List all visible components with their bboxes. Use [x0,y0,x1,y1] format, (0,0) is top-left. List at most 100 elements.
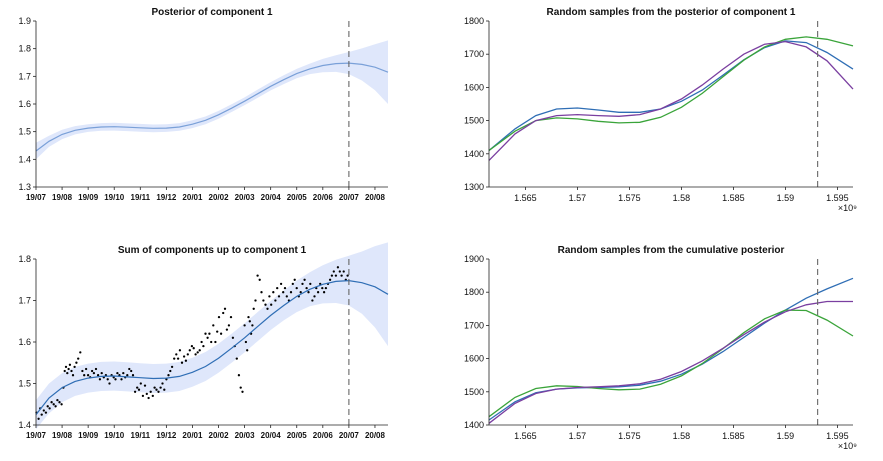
data-point [84,367,88,371]
data-point [133,390,137,393]
data-point [90,369,94,373]
data-point [283,286,287,290]
sample-line-1 [488,40,854,151]
x-tick-label: 19/11 [131,431,151,440]
x-tick-label: 20/07 [339,431,360,440]
data-point [322,291,326,294]
data-point [37,417,40,420]
data-point [64,365,68,369]
x-tick-label: 1.585 [722,431,745,441]
x-tick-label: 20/01 [182,193,203,202]
y-tick-label: 1600 [464,82,484,92]
data-point [217,315,221,319]
x-tick-label: 20/06 [313,193,334,202]
data-point [157,390,160,393]
sample-line-2 [488,36,854,152]
data-point [260,291,263,294]
y-tick-label: 1.4 [18,154,31,164]
x-multiplier-label: ×10⁹ [838,441,857,451]
data-point [293,278,296,281]
chart-title: Random samples from the cumulative poste… [558,245,785,256]
data-point [254,299,257,302]
data-point [214,340,217,344]
x-tick-label: 19/10 [104,431,125,440]
data-point [216,330,219,333]
x-tick-label: 1.58 [673,431,691,441]
y-tick-label: 1700 [464,320,484,330]
data-point [54,405,57,408]
data-point [252,307,255,310]
data-point [63,369,66,373]
data-point [170,365,174,369]
data-point [282,291,285,294]
y-tick-label: 1.3 [18,182,31,192]
credible-band [36,40,388,160]
x-tick-label: 1.59 [777,431,795,441]
x-multiplier-label: ×10⁹ [838,203,857,213]
x-tick-label: 20/03 [235,431,256,440]
data-point [186,353,189,356]
y-tick-label: 1500 [464,116,484,126]
data-point [334,274,338,277]
x-tick-label: 20/05 [287,193,308,202]
data-point [208,332,211,335]
data-point [251,324,254,327]
x-tick-label: 1.565 [514,193,537,203]
data-point [311,299,314,302]
x-tick-label: 19/08 [52,193,73,202]
y-tick-label: 1.4 [18,420,31,430]
data-point [58,401,61,404]
data-point [120,378,123,381]
data-point [98,378,102,381]
credible-band [36,242,388,430]
x-tick-label: 1.595 [826,431,849,441]
data-point [274,299,277,302]
data-point [192,347,195,350]
y-tick-label: 1.8 [18,44,31,54]
data-point [316,291,320,294]
data-point [190,344,194,348]
data-point [239,386,242,389]
data-point [94,367,98,371]
x-tick-label: 20/04 [261,431,282,440]
data-point [346,274,349,277]
data-point [235,357,238,360]
data-point [143,384,147,387]
data-point [40,413,43,416]
data-point [70,369,73,373]
sample-line-3 [488,40,854,161]
data-point [227,324,231,327]
data-point [44,411,48,414]
data-point [48,407,51,410]
data-point [137,388,141,391]
data-point [77,357,80,360]
data-point [56,398,59,402]
x-tick-label: 1.58 [673,193,691,203]
data-point [165,378,168,381]
data-point [182,355,186,358]
data-point [106,378,109,381]
data-point [330,274,334,277]
data-point [79,351,82,354]
data-point [180,361,184,364]
data-point [153,386,156,389]
x-tick-label: 19/10 [104,193,125,202]
chart-title: Random samples from the posterior of com… [547,7,796,18]
x-tick-label: 19/07 [26,431,47,440]
data-point [147,396,150,400]
data-point [200,340,203,344]
data-point [295,286,298,290]
data-point [212,324,215,327]
data-point [161,382,164,385]
data-point [96,374,100,377]
data-point [258,278,261,281]
data-point [139,382,142,385]
x-tick-label: 1.595 [826,193,849,203]
data-point [342,270,345,273]
sample-line-2 [488,309,854,418]
data-point [276,286,279,290]
data-point [163,388,166,391]
data-point [206,336,209,339]
data-point [42,409,45,412]
